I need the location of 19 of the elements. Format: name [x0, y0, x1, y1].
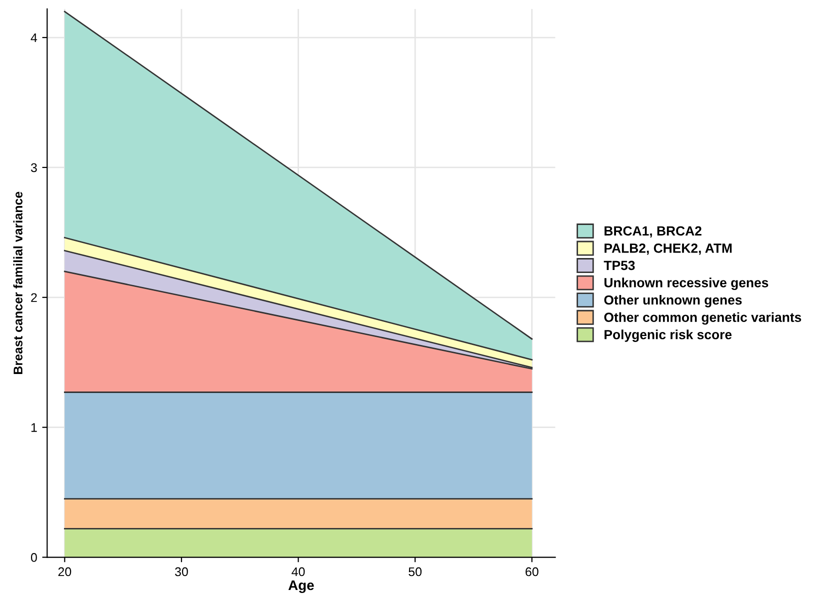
- legend-label: Unknown recessive genes: [604, 278, 768, 290]
- x-tick-label: 50: [408, 567, 422, 576]
- y-tick-label: 2: [31, 293, 37, 302]
- x-tick-label: 20: [58, 567, 72, 576]
- y-tick-label: 0: [30, 553, 37, 562]
- legend-label: Polygenic risk score: [604, 330, 732, 342]
- legend-label: PALB2, CHEK2, ATM: [604, 244, 732, 255]
- legend-label: BRCA1, BRCA2: [604, 226, 702, 238]
- x-tick-label: 40: [292, 567, 305, 576]
- y-tick-label: 3: [30, 163, 37, 172]
- y-tick-label: 1: [31, 423, 37, 432]
- x-axis-title: Age: [288, 580, 314, 593]
- x-tick-label: 30: [175, 567, 188, 576]
- y-axis-title: Breast cancer familial variance: [13, 192, 22, 374]
- legend-label: Other common genetic variants: [604, 312, 802, 325]
- legend-label: TP53: [604, 260, 635, 270]
- y-tick-label: 4: [30, 33, 38, 42]
- legend-label: Other unknown genes: [604, 294, 742, 308]
- x-tick-label: 60: [526, 567, 538, 576]
